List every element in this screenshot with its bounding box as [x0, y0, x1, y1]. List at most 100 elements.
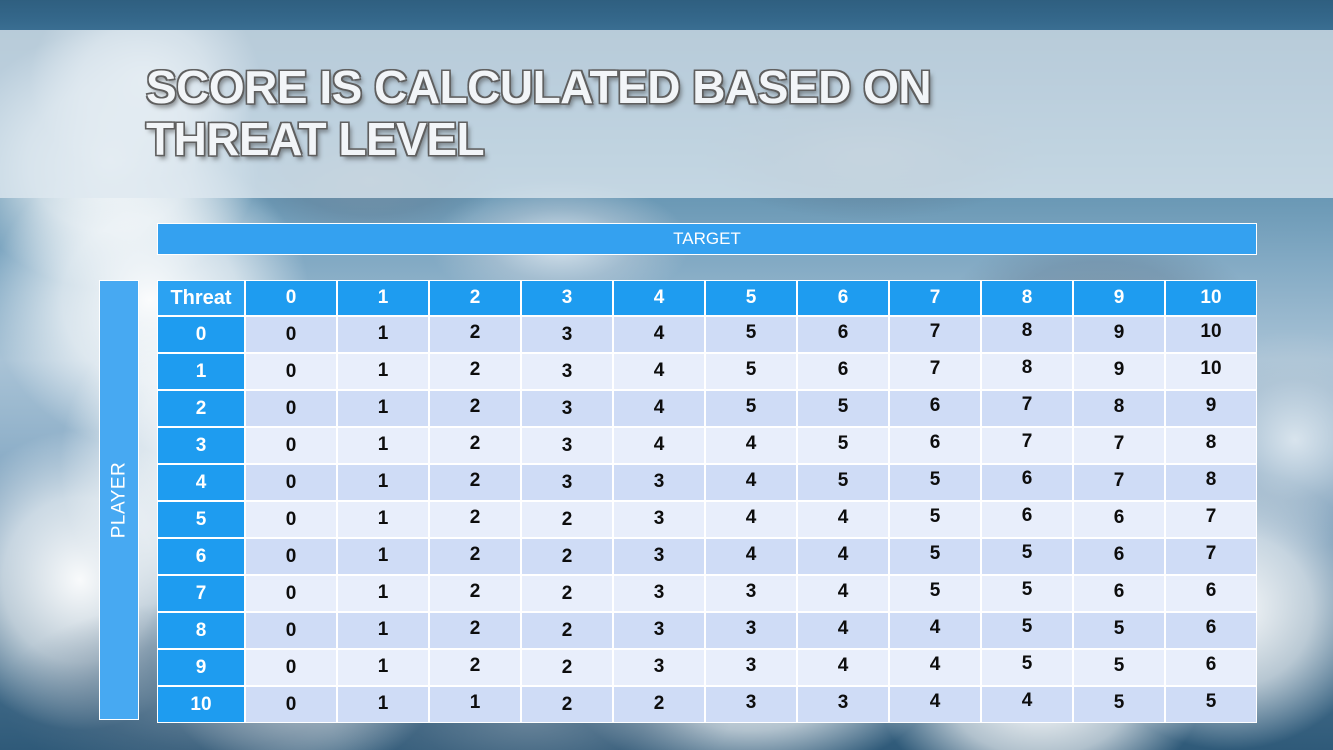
cell-value: 2	[561, 656, 573, 678]
target-axis-banner: TARGET	[157, 223, 1257, 255]
cell-value: 2	[561, 582, 573, 604]
table-cell-r3-c2: 2	[429, 427, 521, 464]
table-row: 10 0 1 1 2 2 3 3 4 4 5 5	[157, 686, 1257, 723]
cell-value: 1	[377, 692, 389, 714]
score-matrix-table: Threat 0 1 2 3 4 5 6 7 8 9 10 0 0 1 2 3 4 5 6 7 8 9 10 1 0 1 2 3 4 5…	[157, 280, 1257, 723]
cell-value: 2	[561, 545, 573, 567]
table-cell-r7-c9: 6	[1073, 575, 1165, 612]
cell-value: 6	[837, 358, 849, 380]
table-cell-r8-c7: 4	[889, 612, 981, 649]
table-row: 3 0 1 2 3 4 4 5 6 7 7 8	[157, 427, 1257, 464]
cell-value: 8	[1113, 395, 1125, 417]
table-cell-r7-c8: 5	[981, 575, 1073, 612]
row-header-9: 9	[157, 649, 245, 686]
cell-value: 1	[377, 581, 389, 603]
cell-value: 5	[1021, 541, 1033, 563]
player-axis-banner: PLAYER	[99, 280, 139, 720]
table-cell-r10-c10: 5	[1165, 686, 1257, 723]
cell-value: 4	[837, 617, 849, 639]
table-cell-r3-c5: 4	[705, 427, 797, 464]
table-cell-r3-c9: 7	[1073, 427, 1165, 464]
table-cell-r4-c9: 7	[1073, 464, 1165, 501]
cell-value: 2	[561, 693, 573, 715]
cell-value: 1	[377, 544, 389, 566]
table-cell-r5-c5: 4	[705, 501, 797, 538]
cell-value: 3	[837, 691, 849, 713]
table-cell-r1-c9: 9	[1073, 353, 1165, 390]
table-cell-r2-c3: 3	[521, 390, 613, 427]
table-cell-r5-c6: 4	[797, 501, 889, 538]
table-cell-r0-c8: 8	[981, 316, 1073, 353]
table-cell-r1-c2: 2	[429, 353, 521, 390]
cell-value: 2	[469, 321, 481, 343]
table-cell-r4-c4: 3	[613, 464, 705, 501]
cell-value: 9	[1113, 321, 1125, 343]
table-cell-r7-c1: 1	[337, 575, 429, 612]
cell-value: 3	[653, 581, 665, 603]
table-cell-r0-c10: 10	[1165, 316, 1257, 353]
cell-value: 0	[285, 434, 297, 456]
table-cell-r9-c4: 3	[613, 649, 705, 686]
cell-value: 4	[837, 506, 849, 528]
cell-value: 7	[1205, 542, 1217, 564]
row-header-2: 2	[157, 390, 245, 427]
table-cell-r1-c3: 3	[521, 353, 613, 390]
table-row: 7 0 1 2 2 3 3 4 5 5 6 6	[157, 575, 1257, 612]
table-cell-r1-c10: 10	[1165, 353, 1257, 390]
table-cell-r5-c3: 2	[521, 501, 613, 538]
table-cell-r10-c9: 5	[1073, 686, 1165, 723]
cell-value: 3	[745, 691, 757, 713]
cell-value: 7	[929, 357, 941, 379]
table-cell-r10-c4: 2	[613, 686, 705, 723]
cell-value: 4	[929, 690, 941, 712]
cell-value: 5	[1113, 654, 1125, 676]
table-cell-r9-c5: 3	[705, 649, 797, 686]
target-axis-label: TARGET	[673, 229, 741, 248]
table-cell-r9-c8: 5	[981, 649, 1073, 686]
cell-value: 3	[653, 507, 665, 529]
table-cell-r2-c1: 1	[337, 390, 429, 427]
cell-value: 5	[929, 579, 941, 601]
column-header-5: 5	[705, 280, 797, 316]
row-header-0: 0	[157, 316, 245, 353]
cell-value: 0	[285, 693, 297, 715]
cell-value: 5	[745, 358, 757, 380]
cell-value: 5	[745, 395, 757, 417]
table-cell-r8-c10: 6	[1165, 612, 1257, 649]
cell-value: 1	[377, 507, 389, 529]
cell-value: 5	[745, 321, 757, 343]
table-row: 1 0 1 2 3 4 5 6 7 8 9 10	[157, 353, 1257, 390]
table-cell-r3-c6: 5	[797, 427, 889, 464]
cell-value: 2	[469, 432, 481, 454]
table-cell-r5-c2: 2	[429, 501, 521, 538]
cell-value: 5	[1113, 617, 1125, 639]
cell-value: 6	[929, 394, 941, 416]
table-cell-r0-c0: 0	[245, 316, 337, 353]
cell-value: 4	[653, 322, 665, 344]
table-cell-r10-c1: 1	[337, 686, 429, 723]
cell-value: 2	[561, 619, 573, 641]
table-cell-r4-c0: 0	[245, 464, 337, 501]
table-cell-r0-c1: 1	[337, 316, 429, 353]
table-cell-r2-c4: 4	[613, 390, 705, 427]
cell-value: 1	[469, 691, 481, 713]
cell-value: 3	[745, 654, 757, 676]
table-cell-r1-c7: 7	[889, 353, 981, 390]
top-strip	[0, 0, 1333, 30]
table-cell-r7-c10: 6	[1165, 575, 1257, 612]
table-row: 8 0 1 2 2 3 3 4 4 5 5 6	[157, 612, 1257, 649]
table-cell-r10-c7: 4	[889, 686, 981, 723]
cell-value: 4	[837, 580, 849, 602]
table-cell-r3-c0: 0	[245, 427, 337, 464]
table-header-row: Threat 0 1 2 3 4 5 6 7 8 9 10	[157, 280, 1257, 316]
table-cell-r7-c4: 3	[613, 575, 705, 612]
table-row: 9 0 1 2 2 3 3 4 4 5 5 6	[157, 649, 1257, 686]
table-cell-r7-c0: 0	[245, 575, 337, 612]
column-header-7: 7	[889, 280, 981, 316]
cell-value: 5	[837, 469, 849, 491]
table-cell-r1-c6: 6	[797, 353, 889, 390]
table-cell-r4-c7: 5	[889, 464, 981, 501]
table-cell-r4-c5: 4	[705, 464, 797, 501]
cell-value: 6	[929, 431, 941, 453]
table-cell-r7-c5: 3	[705, 575, 797, 612]
